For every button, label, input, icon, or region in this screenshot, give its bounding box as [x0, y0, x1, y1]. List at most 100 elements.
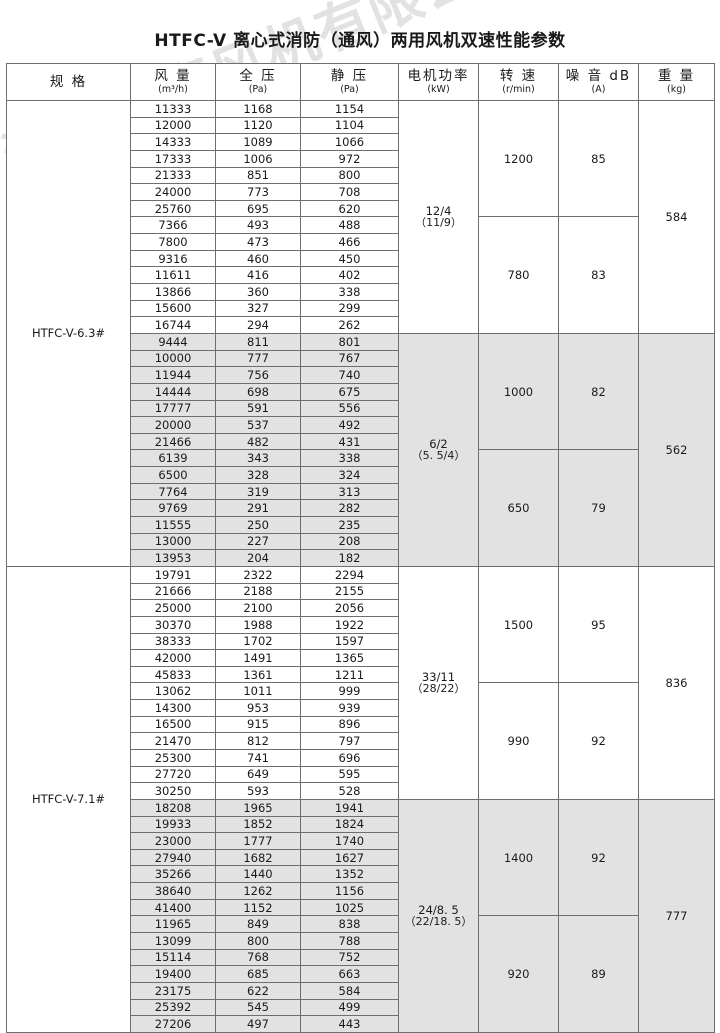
column-header-speed: 转 速 (r/min): [478, 63, 559, 101]
total-pressure-cell: 773: [215, 183, 301, 201]
airflow-cell: 25392: [130, 998, 216, 1017]
total-pressure-cell: 1988: [215, 615, 301, 634]
static-pressure-cell: 939: [300, 699, 399, 717]
table-row: 6500 328 324: [7, 466, 715, 484]
table-row: 7800 473 466: [7, 233, 715, 251]
table-row: 21470 812 797: [7, 732, 715, 750]
airflow-cell: 19933: [130, 815, 216, 834]
static-pressure-cell: 324: [300, 466, 399, 484]
rotation-speed-cell: 1500: [478, 565, 559, 684]
total-pressure-cell: 1006: [215, 149, 301, 168]
airflow-cell: 27940: [130, 848, 216, 867]
motor-power-value: 33/11: [421, 670, 456, 685]
airflow-cell: 6139: [130, 449, 216, 468]
column-header-spec: 规 格: [6, 63, 131, 101]
airflow-cell: 7366: [130, 216, 216, 235]
table-row: 42000 1491 1365: [7, 649, 715, 667]
static-pressure-cell: 282: [300, 499, 399, 518]
static-pressure-cell: 838: [300, 915, 399, 934]
total-pressure-cell: 537: [215, 416, 301, 434]
total-pressure-cell: 473: [215, 233, 301, 251]
rotation-speed-cell: 1400: [478, 798, 559, 917]
column-header-label: 电机功率: [407, 68, 470, 85]
airflow-cell: 13099: [130, 932, 216, 950]
column-header-static_p: 静 压 (Pa): [300, 63, 399, 101]
static-pressure-cell: 1941: [300, 798, 399, 817]
static-pressure-cell: 1104: [300, 116, 399, 135]
airflow-cell: 11555: [130, 516, 216, 534]
rotation-speed-cell: 990: [478, 682, 559, 800]
static-pressure-cell: 584: [300, 981, 399, 1000]
total-pressure-cell: 545: [215, 998, 301, 1017]
total-pressure-cell: 227: [215, 532, 301, 551]
rotation-speed-cell: 650: [478, 449, 559, 567]
table-header: 规 格风 量 (m³/h) 全 压 (Pa) 静 压 (Pa) 电机功率 (kW) 转 速 (r/…: [6, 63, 715, 101]
motor-power-cell: 33/11 （28/22）: [398, 565, 479, 800]
column-header-noise: 噪 音 dB (A): [558, 63, 639, 101]
motor-power-value: 6/2: [429, 437, 448, 452]
total-pressure-cell: 685: [215, 965, 301, 983]
table-row: 19400 685 663: [7, 965, 715, 983]
total-pressure-cell: 812: [215, 732, 301, 750]
airflow-cell: 18208: [130, 798, 216, 817]
static-pressure-cell: 528: [300, 782, 399, 800]
table-row: 25760 695 620: [7, 199, 715, 218]
column-header-label: 静 压: [330, 68, 369, 85]
airflow-cell: 20000: [130, 416, 216, 434]
table-row: 11611 416 402: [7, 266, 715, 285]
airflow-cell: 19400: [130, 965, 216, 983]
total-pressure-cell: 591: [215, 399, 301, 418]
table-row: 21333 851 800: [7, 166, 715, 185]
column-header-label: 风 量: [154, 68, 192, 85]
static-pressure-cell: 488: [300, 216, 399, 235]
total-pressure-cell: 360: [215, 283, 301, 301]
motor-power-alt-value: （22/18. 5）: [404, 915, 473, 929]
static-pressure-cell: 338: [300, 283, 399, 301]
column-header-label: 转 速: [499, 68, 538, 85]
total-pressure-cell: 741: [215, 748, 301, 767]
table-row: 25300 741 696: [7, 748, 715, 767]
table-row: 13099 800 788: [7, 932, 715, 950]
total-pressure-cell: 953: [215, 699, 301, 717]
spec-model-cell: HTFC-V-6.3#: [6, 100, 131, 567]
performance-table: 规 格风 量 (m³/h) 全 压 (Pa) 静 压 (Pa) 电机功率 (kW) 转 速 (r/…: [6, 63, 715, 1033]
column-header-unit: (A): [591, 83, 606, 95]
airflow-cell: 13062: [130, 682, 216, 701]
motor-power-value: 12/4: [425, 204, 452, 219]
airflow-cell: 16500: [130, 715, 216, 734]
airflow-cell: 15600: [130, 299, 216, 318]
table-row: 20000 537 492: [7, 416, 715, 434]
static-pressure-cell: 1597: [300, 632, 399, 651]
column-header-unit: (m³/h): [158, 83, 188, 95]
airflow-cell: 13953: [130, 549, 216, 567]
total-pressure-cell: 1440: [215, 865, 301, 884]
airflow-cell: 12000: [130, 116, 216, 135]
total-pressure-cell: 2322: [215, 565, 301, 584]
total-pressure-cell: 1089: [215, 133, 301, 151]
static-pressure-cell: 299: [300, 299, 399, 318]
total-pressure-cell: 343: [215, 449, 301, 468]
static-pressure-cell: 235: [300, 516, 399, 534]
airflow-cell: 14444: [130, 382, 216, 401]
total-pressure-cell: 1777: [215, 832, 301, 850]
motor-power-cell: 24/8. 5 （22/18. 5）: [398, 798, 479, 1033]
table-row: 13062 1011 999 990 92: [7, 682, 715, 800]
static-pressure-cell: 972: [300, 149, 399, 168]
total-pressure-cell: 1852: [215, 815, 301, 834]
static-pressure-cell: 182: [300, 549, 399, 567]
total-pressure-cell: 1702: [215, 632, 301, 651]
static-pressure-cell: 1627: [300, 848, 399, 867]
airflow-cell: 35266: [130, 865, 216, 884]
total-pressure-cell: 2188: [215, 582, 301, 601]
column-header-label: 重 量: [657, 68, 696, 85]
airflow-cell: 21466: [130, 432, 216, 451]
column-header-label: 噪 音 dB: [565, 68, 632, 85]
total-pressure-cell: 851: [215, 166, 301, 185]
static-pressure-cell: 620: [300, 199, 399, 218]
airflow-cell: 6500: [130, 466, 216, 484]
static-pressure-cell: 492: [300, 416, 399, 434]
table-row: 14444 698 675: [7, 382, 715, 401]
airflow-cell: 27720: [130, 765, 216, 784]
table-row: 11965 849 838 920 89: [7, 915, 715, 1033]
noise-cell: 82: [558, 332, 639, 451]
